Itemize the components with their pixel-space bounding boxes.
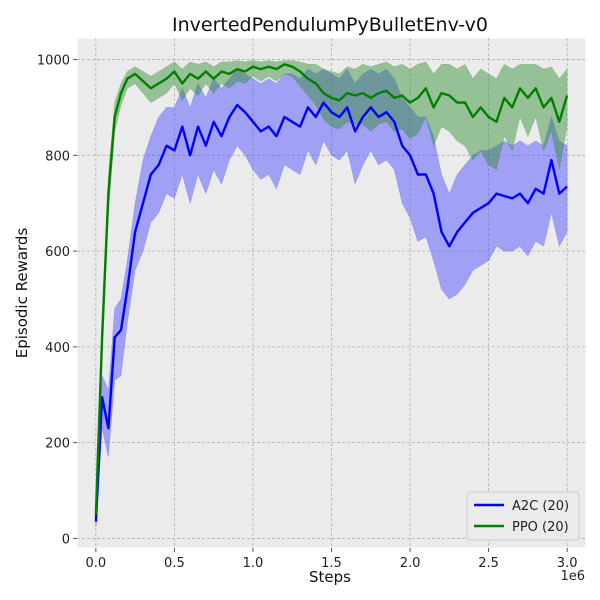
series-lines (94, 63, 569, 522)
confidence-band-ppo (95, 60, 568, 525)
y-tick-label: 600 (45, 245, 70, 260)
legend-label-a2c: A2C (20) (512, 499, 569, 514)
legend: A2C (20) PPO (20) (466, 491, 580, 541)
x-tick-label: 0.0 (86, 556, 107, 571)
series-line-a2c (94, 101, 568, 522)
confidence-band-a2c (95, 68, 568, 529)
x-offset-label: 1e6 (560, 569, 585, 584)
y-axis-ticks: 0 200 400 600 800 1000 (37, 54, 77, 547)
x-axis-ticks: 0.0 0.5 1.0 1.5 2.0 2.5 3.0 (86, 548, 578, 571)
y-axis-title: Episodic Rewards (13, 228, 31, 359)
y-tick-label: 400 (45, 341, 70, 356)
x-tick-label: 1.5 (321, 556, 342, 571)
x-tick-label: 3.0 (557, 556, 578, 571)
confidence-bands (95, 60, 568, 529)
x-tick-label: 2.0 (400, 556, 421, 571)
grid (77, 38, 586, 548)
y-tick-label: 1000 (37, 54, 70, 69)
y-tick-label: 800 (45, 149, 70, 164)
y-tick-label: 0 (62, 532, 70, 547)
x-tick-label: 2.5 (478, 556, 499, 571)
chart-title: InvertedPendulumPyBulletEnv-v0 (172, 14, 488, 36)
y-tick-label: 200 (45, 437, 70, 452)
x-axis-title: Steps (309, 568, 351, 586)
legend-label-ppo: PPO (20) (512, 520, 569, 535)
x-tick-label: 0.5 (164, 556, 185, 571)
series-line-ppo (94, 63, 569, 515)
x-tick-label: 1.0 (243, 556, 264, 571)
